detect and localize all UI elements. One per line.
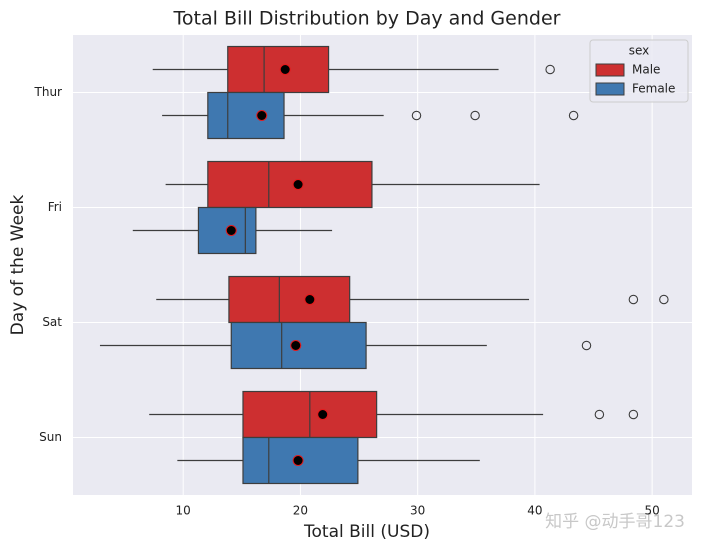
box <box>227 45 330 94</box>
watermark: 知乎 @动手哥123 <box>545 512 685 532</box>
mean-marker <box>292 455 304 466</box>
outlier <box>470 110 480 121</box>
y-axis-label: Day of the Week <box>8 195 28 336</box>
legend-label: Female <box>632 82 675 96</box>
outlier <box>628 294 639 305</box>
legend: sex Male Female <box>589 39 689 103</box>
mean-marker <box>279 64 291 75</box>
outlier <box>628 409 639 420</box>
mean-marker <box>304 294 316 305</box>
mean-marker <box>225 225 237 236</box>
outlier <box>568 110 579 121</box>
outlier <box>545 64 555 75</box>
y-tick-label: Sat <box>42 315 62 329</box>
box <box>207 91 285 140</box>
outlier <box>581 340 592 351</box>
mean-marker <box>256 110 268 121</box>
mean-marker <box>290 340 302 351</box>
plot-area <box>73 35 692 495</box>
x-axis-label: Total Bill (USD) <box>303 522 430 542</box>
marks <box>99 45 669 485</box>
x-tick-label: 50 <box>644 504 659 518</box>
x-tick-label: 20 <box>293 504 308 518</box>
y-tick-label: Sun <box>39 430 62 444</box>
mean-marker <box>317 409 329 420</box>
legend-swatch <box>595 82 625 96</box>
legend-label: Male <box>632 63 660 77</box>
x-tick-label: 40 <box>527 504 542 518</box>
x-tick-label: 30 <box>410 504 425 518</box>
outlier <box>594 409 605 420</box>
chart-title: Total Bill Distribution by Day and Gende… <box>173 8 561 30</box>
legend-title: sex <box>629 44 650 58</box>
x-tick-label: 10 <box>176 504 191 518</box>
outlier <box>411 110 422 121</box>
box <box>228 275 351 324</box>
mean-marker <box>292 179 304 190</box>
y-tick-label: Thur <box>34 85 63 99</box>
legend-swatch <box>595 63 625 77</box>
box <box>207 160 373 209</box>
y-tick-label: Fri <box>48 200 62 214</box>
outlier <box>659 294 669 305</box>
